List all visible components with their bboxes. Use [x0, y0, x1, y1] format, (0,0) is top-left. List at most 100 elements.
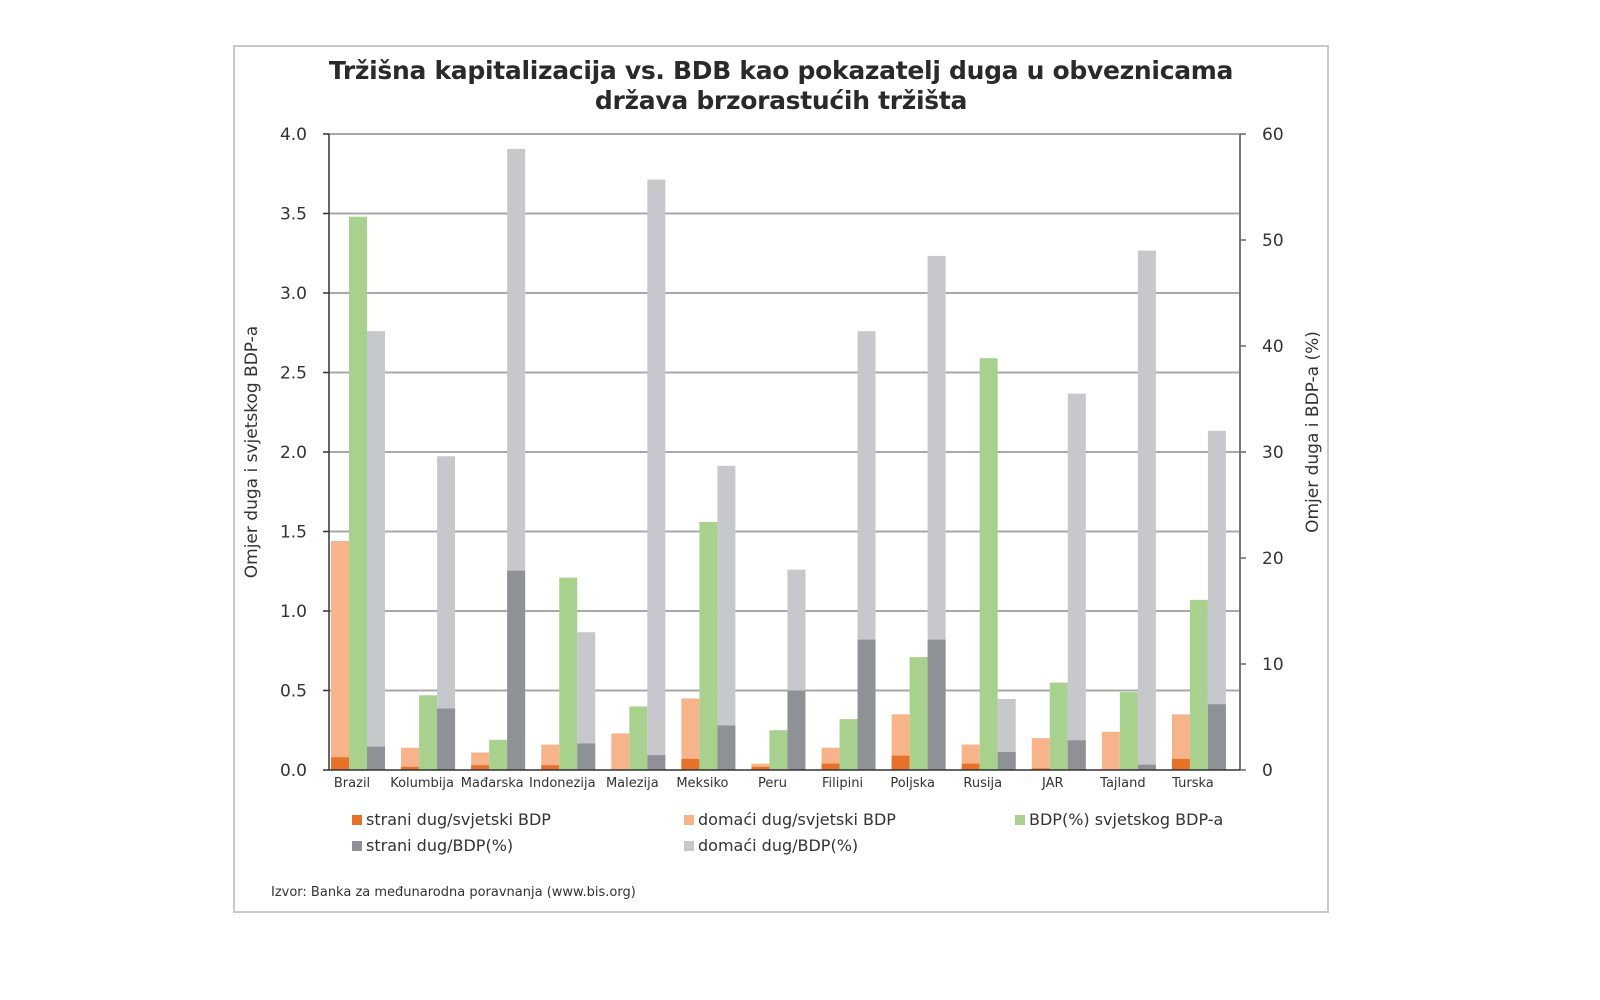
bar-strani-bdp: [1067, 740, 1086, 770]
legend-item-0: strani dug/svjetski BDP: [352, 810, 551, 829]
bar-domaci-bdp: [647, 179, 666, 770]
bar-domaci-bdp: [437, 456, 456, 770]
x-tick-label: Poljska: [890, 776, 935, 791]
y2-axis-label: Omjer duga i BDP-a (%): [1303, 331, 1323, 533]
bar-bdp-svjetskog: [629, 706, 648, 770]
bar-bdp-svjetskog: [419, 695, 438, 770]
x-tick-label: Mađarska: [461, 776, 524, 791]
chart-title: Tržišna kapitalizacija vs. BDB kao pokaz…: [233, 56, 1329, 116]
legend-label: BDP(%) svjetskog BDP-a: [1029, 810, 1224, 829]
legend-swatch: [684, 841, 694, 851]
bar-domaci-svjetski: [541, 744, 560, 770]
bar-strani-bdp: [1207, 704, 1226, 770]
bar-domaci-bdp: [717, 465, 736, 770]
y-tick-label: 0.5: [280, 682, 307, 702]
y-tick-label: 0.0: [280, 761, 307, 781]
chart-title-line2: država brzorastućih tržišta: [594, 86, 968, 115]
source-note: Izvor: Banka za međunarodna poravnanja (…: [271, 885, 636, 900]
x-tick-label: Malezija: [606, 776, 659, 791]
bar-domaci-bdp: [367, 331, 385, 770]
bar-strani-svjetski: [471, 765, 490, 770]
legend-swatch: [352, 841, 362, 851]
bar-domaci-svjetski: [611, 733, 630, 770]
y2-tick-label: 10: [1262, 655, 1284, 675]
bar-domaci-svjetski: [1101, 731, 1120, 770]
legend-item-4: domaći dug/BDP(%): [684, 836, 858, 855]
bar-strani-svjetski: [541, 765, 560, 770]
x-tick-label: Indonezija: [529, 776, 596, 791]
bar-strani-bdp: [997, 751, 1016, 770]
legend-swatch: [352, 815, 362, 825]
bar-strani-bdp: [717, 725, 736, 770]
bar-strani-svjetski: [891, 755, 910, 770]
bar-bdp-svjetskog: [349, 216, 367, 770]
bar-domaci-bdp: [1207, 430, 1226, 770]
x-tick-label: JAR: [1041, 776, 1064, 791]
x-tick-label: Turska: [1171, 776, 1214, 791]
bar-strani-bdp: [647, 755, 666, 770]
bar-bdp-svjetskog: [1189, 599, 1208, 770]
bar-bdp-svjetskog: [559, 577, 578, 770]
x-tick-label: Peru: [758, 776, 787, 791]
bar-strani-bdp: [1137, 764, 1156, 770]
bar-strani-svjetski: [331, 757, 349, 770]
bar-strani-bdp: [787, 690, 806, 770]
bar-strani-svjetski: [961, 763, 980, 770]
legend-item-3: strani dug/BDP(%): [352, 836, 513, 855]
bar-strani-svjetski: [681, 758, 700, 770]
y2-tick-label: 40: [1262, 337, 1284, 357]
bar-domaci-svjetski: [681, 698, 700, 770]
bar-strani-bdp: [367, 746, 385, 770]
legend-swatch: [684, 815, 694, 825]
y-tick-label: 1.5: [280, 523, 307, 543]
y2-tick-label: 0: [1262, 761, 1273, 781]
bar-bdp-svjetskog: [1049, 682, 1068, 770]
bar-strani-bdp: [577, 743, 596, 770]
bar-strani-bdp: [857, 639, 876, 770]
bar-strani-bdp: [927, 639, 946, 770]
legend-label: strani dug/svjetski BDP: [366, 810, 551, 829]
legend-label: domaći dug/BDP(%): [698, 836, 859, 855]
legend-item-2: BDP(%) svjetskog BDP-a: [1015, 810, 1223, 829]
legend-label: domaći dug/svjetski BDP: [698, 810, 896, 829]
bar-domaci-bdp: [577, 632, 596, 770]
bar-bdp-svjetskog: [489, 739, 508, 770]
bar-strani-svjetski: [751, 766, 770, 770]
bar-domaci-svjetski: [1031, 738, 1050, 770]
bar-strani-svjetski: [1031, 768, 1050, 770]
y-tick-label: 2.0: [280, 443, 307, 463]
legend-item-1: domaći dug/svjetski BDP: [684, 810, 896, 829]
bar-strani-svjetski: [1171, 758, 1190, 770]
x-tick-label: Tajland: [1099, 776, 1145, 791]
y2-tick-label: 50: [1262, 231, 1284, 251]
y-tick-label: 2.5: [280, 364, 307, 384]
bar-bdp-svjetskog: [699, 521, 718, 770]
bar-bdp-svjetskog: [769, 730, 788, 770]
legend-label: strani dug/BDP(%): [366, 836, 514, 855]
x-tick-label: Kolumbija: [390, 776, 454, 791]
bar-domaci-svjetski: [401, 747, 420, 770]
bar-bdp-svjetskog: [839, 719, 858, 770]
bar-bdp-svjetskog: [909, 657, 928, 770]
bar-domaci-svjetski: [1171, 714, 1190, 770]
x-tick-label: Meksiko: [676, 776, 728, 791]
bar-domaci-bdp: [1067, 393, 1086, 770]
y2-tick-label: 30: [1262, 443, 1284, 463]
bar-bdp-svjetskog: [1119, 692, 1138, 770]
y-tick-label: 3.5: [280, 205, 307, 225]
bar-strani-svjetski: [821, 763, 840, 770]
x-tick-label: Filipini: [822, 776, 863, 791]
y-tick-label: 1.0: [280, 602, 307, 622]
bar-bdp-svjetskog: [979, 358, 998, 770]
legend-swatch: [1015, 815, 1025, 825]
y2-tick-label: 60: [1262, 125, 1284, 145]
x-tick-label: Rusija: [963, 776, 1002, 791]
bar-strani-bdp: [437, 708, 456, 770]
bar-strani-svjetski: [401, 766, 420, 770]
y-tick-label: 3.0: [280, 284, 307, 304]
y2-tick-label: 20: [1262, 549, 1284, 569]
bar-domaci-bdp: [1137, 250, 1156, 771]
bar-domaci-svjetski: [331, 541, 349, 770]
x-tick-label: Brazil: [334, 776, 370, 791]
